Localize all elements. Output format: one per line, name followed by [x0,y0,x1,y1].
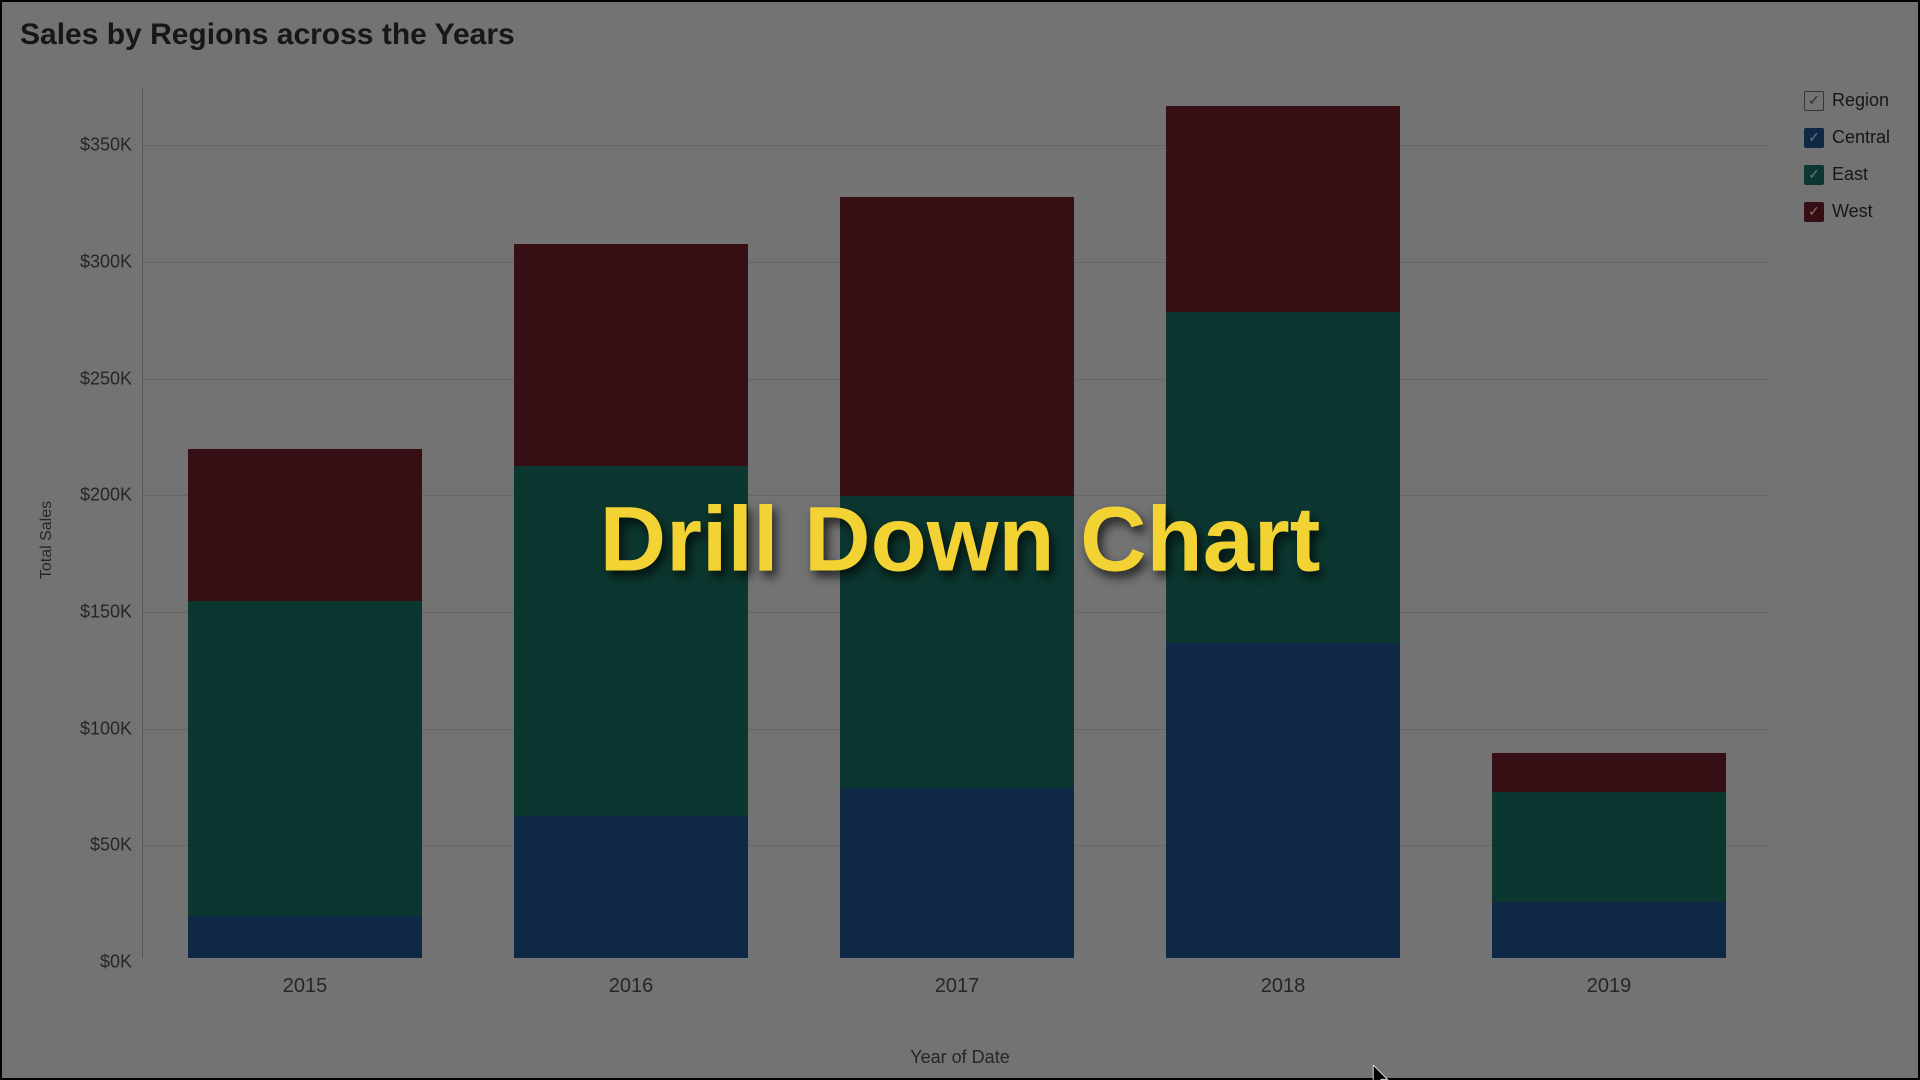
x-tick-label: 2016 [609,975,654,998]
chart-frame: Sales by Regions across the Years Total … [0,0,1920,1080]
bar-segment-central[interactable] [188,916,423,958]
legend-item[interactable]: ✓ West [1804,201,1890,222]
bar-segment-west[interactable] [188,449,423,601]
legend-swatch[interactable]: ✓ [1804,128,1824,148]
grid-line [142,145,1768,146]
y-tick-label: $100K [2,718,132,739]
y-tick-label: $350K [2,135,132,156]
legend-item[interactable]: ✓ Central [1804,127,1890,148]
bar-segment-west[interactable] [840,197,1075,496]
legend-item[interactable]: ✓ East [1804,164,1890,185]
x-tick-label: 2019 [1587,975,1632,998]
y-tick-label: $0K [2,952,132,973]
legend: ✓ Region ✓ Central ✓ East ✓ West [1804,90,1890,238]
y-tick-label: $50K [2,835,132,856]
legend-title-row[interactable]: ✓ Region [1804,90,1890,111]
x-tick-label: 2017 [935,975,980,998]
bar-segment-central[interactable] [1492,902,1727,958]
legend-label: East [1832,164,1868,185]
bar-segment-west[interactable] [514,244,749,466]
cursor-icon [1372,1065,1390,1080]
legend-label: West [1832,201,1873,222]
bar-segment-west[interactable] [1492,753,1727,793]
legend-swatch[interactable]: ✓ [1804,202,1824,222]
bar-segment-east[interactable] [188,601,423,916]
bar-segment-east[interactable] [1492,792,1727,902]
bar-segment-central[interactable] [1166,643,1401,958]
bar-segment-central[interactable] [840,788,1075,958]
y-tick-label: $300K [2,252,132,273]
overlay-title: Drill Down Chart [600,488,1321,593]
legend-label: Central [1832,127,1890,148]
bar-segment-west[interactable] [1166,106,1401,311]
x-axis-label: Year of Date [910,1047,1009,1068]
y-tick-label: $250K [2,368,132,389]
bar-segment-central[interactable] [514,816,749,958]
y-axis-label: Total Sales [38,501,56,579]
y-tick-label: $150K [2,602,132,623]
bar-segment-east[interactable] [1166,312,1401,643]
x-tick-label: 2018 [1261,975,1306,998]
legend-title-checkbox[interactable]: ✓ [1804,91,1824,111]
chart-title: Sales by Regions across the Years [20,18,515,52]
x-tick-label: 2015 [283,975,328,998]
y-tick-label: $200K [2,485,132,506]
legend-title-label: Region [1832,90,1889,111]
legend-swatch[interactable]: ✓ [1804,165,1824,185]
